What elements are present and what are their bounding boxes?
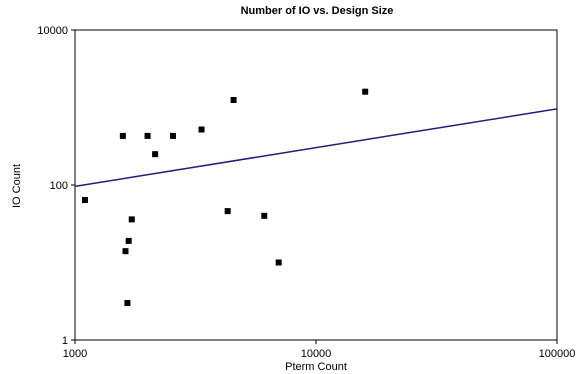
x-tick-label: 100000 — [539, 348, 576, 360]
data-point — [169, 132, 176, 139]
y-tick-label: 100 — [50, 180, 68, 192]
data-point — [230, 96, 237, 103]
data-point — [122, 248, 129, 255]
data-point — [81, 197, 88, 204]
x-tick-label: 10000 — [301, 348, 332, 360]
x-tick-label: 1000 — [63, 348, 87, 360]
data-point — [275, 259, 282, 266]
data-point — [124, 300, 131, 307]
x-axis-label: Pterm Count — [285, 361, 347, 373]
y-axis-label: IO Count — [11, 164, 23, 208]
data-point — [128, 216, 135, 223]
data-point — [261, 212, 268, 219]
y-axis: 1 100 10000 — [37, 25, 75, 347]
y-tick-label: 10000 — [37, 25, 68, 37]
data-point — [198, 126, 205, 133]
data-point — [362, 88, 369, 95]
y-tick-label: 1 — [62, 335, 68, 347]
data-point — [144, 132, 151, 139]
plot-area — [74, 29, 558, 341]
data-point — [119, 132, 126, 139]
x-axis: 1000 10000 100000 — [63, 340, 576, 360]
chart-title: Number of IO vs. Design Size — [241, 5, 394, 17]
data-point — [152, 151, 159, 158]
data-points — [81, 88, 369, 307]
data-point — [224, 208, 231, 215]
data-point — [125, 237, 132, 244]
trendline — [74, 108, 558, 188]
